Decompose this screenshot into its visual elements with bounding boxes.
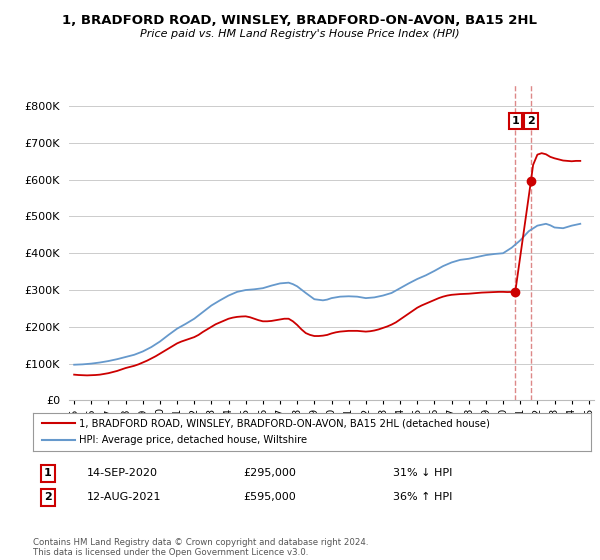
- Text: 31% ↓ HPI: 31% ↓ HPI: [393, 468, 452, 478]
- Text: 1, BRADFORD ROAD, WINSLEY, BRADFORD-ON-AVON, BA15 2HL (detached house): 1, BRADFORD ROAD, WINSLEY, BRADFORD-ON-A…: [79, 418, 490, 428]
- Text: 1: 1: [44, 468, 52, 478]
- Text: 1, BRADFORD ROAD, WINSLEY, BRADFORD-ON-AVON, BA15 2HL: 1, BRADFORD ROAD, WINSLEY, BRADFORD-ON-A…: [62, 14, 538, 27]
- Text: 2: 2: [527, 116, 535, 126]
- Text: 14-SEP-2020: 14-SEP-2020: [87, 468, 158, 478]
- Text: £295,000: £295,000: [243, 468, 296, 478]
- Text: £595,000: £595,000: [243, 492, 296, 502]
- Text: Price paid vs. HM Land Registry's House Price Index (HPI): Price paid vs. HM Land Registry's House …: [140, 29, 460, 39]
- Text: 36% ↑ HPI: 36% ↑ HPI: [393, 492, 452, 502]
- Text: Contains HM Land Registry data © Crown copyright and database right 2024.
This d: Contains HM Land Registry data © Crown c…: [33, 538, 368, 557]
- Text: 12-AUG-2021: 12-AUG-2021: [87, 492, 161, 502]
- Text: 2: 2: [44, 492, 52, 502]
- Text: HPI: Average price, detached house, Wiltshire: HPI: Average price, detached house, Wilt…: [79, 435, 307, 445]
- Text: 1: 1: [511, 116, 519, 126]
